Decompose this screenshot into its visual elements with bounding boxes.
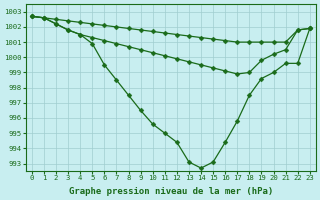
X-axis label: Graphe pression niveau de la mer (hPa): Graphe pression niveau de la mer (hPa) xyxy=(69,187,273,196)
